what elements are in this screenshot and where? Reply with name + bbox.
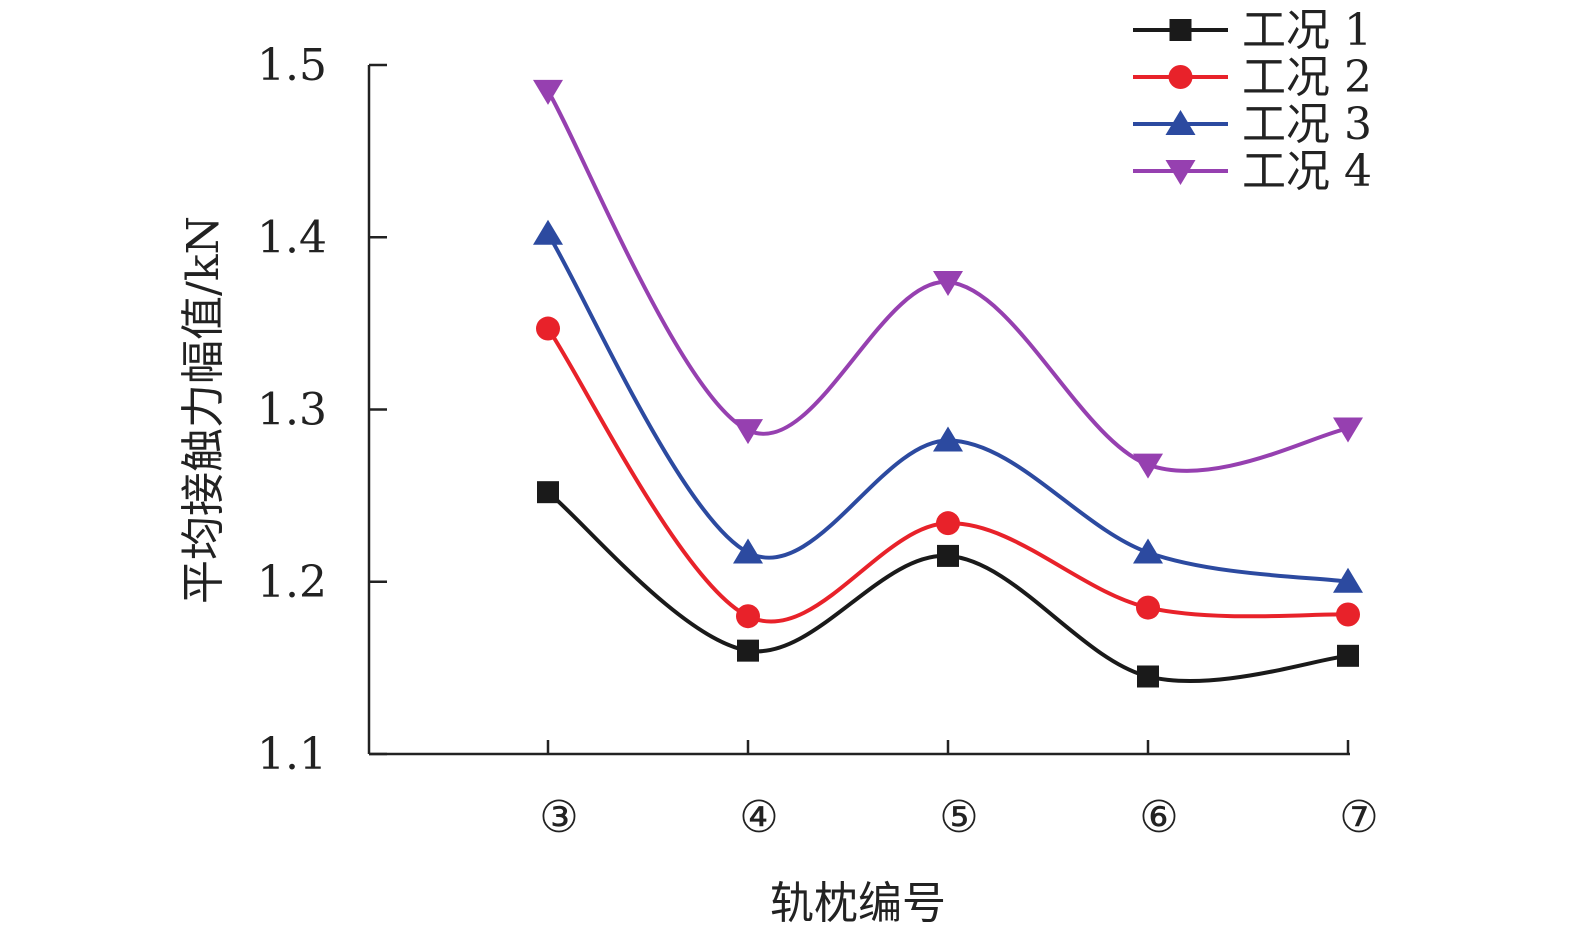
data-point [1337,644,1359,667]
data-point [1137,665,1159,688]
legend-label: 工况 4 [1242,146,1372,197]
legend-label: 工况 3 [1242,99,1372,150]
legend-marker [1168,65,1193,89]
legend-item: 工况 2 [1133,52,1372,103]
y-tick-label: 1.5 [257,40,327,91]
y-tick-label: 1.1 [257,729,327,780]
legend-label: 工况 1 [1242,5,1372,56]
legend-label: 工况 2 [1242,52,1372,103]
y-axis-title: 平均接触力幅值/kN [178,216,229,604]
data-point [1333,567,1363,593]
x-tick-label: ④ [739,792,778,843]
y-ticks: 1.1 1.2 1.3 1.4 1.5 [257,40,387,780]
data-point [1133,538,1163,564]
x-tick-label: ⑦ [1339,792,1378,843]
data-point [733,419,763,445]
y-tick-label: 1.4 [257,212,327,263]
data-point [1333,417,1363,443]
data-point [537,481,559,504]
data-point [936,511,960,536]
data-point [937,544,959,567]
data-point [1336,602,1360,627]
series-layer [533,79,1363,688]
data-point [933,271,963,297]
legend: 工况 1工况 2工况 3工况 4 [1133,5,1372,197]
x-ticks: ③ ④ ⑤ ⑥ ⑦ [539,740,1379,843]
legend-item: 工况 3 [1133,99,1372,150]
legend-marker [1165,160,1196,185]
series-line [546,327,1349,624]
series-4 [533,79,1363,479]
axes [367,65,1350,756]
series-3 [533,219,1363,593]
x-tick-label: ⑤ [939,792,978,843]
legend-marker [1169,19,1192,41]
x-axis-title: 轨枕编号 [770,878,946,929]
legend-item: 工况 4 [1133,146,1372,197]
series-line [546,232,1349,584]
series-1 [537,481,1359,688]
data-point [733,538,763,564]
data-point [737,639,759,662]
data-point [1136,595,1160,620]
data-point [533,79,563,105]
data-point [1133,453,1163,479]
x-tick-label: ⑥ [1139,792,1178,843]
x-tick-label: ③ [539,792,578,843]
series-line [546,89,1349,473]
legend-marker [1165,110,1196,135]
series-2 [536,316,1360,629]
y-tick-label: 1.2 [257,557,327,608]
y-tick-label: 1.3 [257,385,327,436]
data-point [933,426,963,452]
legend-item: 工况 1 [1133,5,1372,56]
data-point [736,604,760,629]
data-point [536,316,560,341]
data-point [533,219,563,245]
